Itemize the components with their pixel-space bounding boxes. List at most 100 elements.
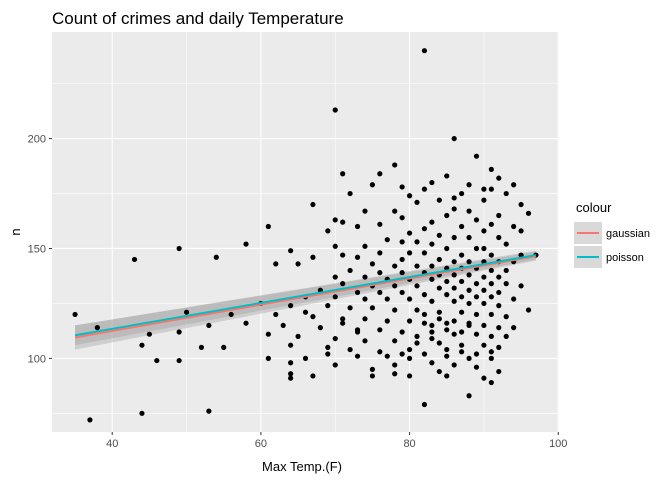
data-point <box>488 267 494 274</box>
data-point <box>444 212 450 219</box>
fit-line-gaussian <box>74 255 537 339</box>
data-point <box>459 342 465 348</box>
data-point <box>392 362 398 368</box>
data-point <box>265 331 271 337</box>
data-point <box>436 309 442 315</box>
data-point <box>399 239 405 245</box>
data-point <box>354 329 361 335</box>
data-point <box>399 215 405 221</box>
data-point <box>414 283 420 289</box>
data-point <box>481 274 487 280</box>
data-point <box>384 353 390 359</box>
data-point <box>473 364 480 370</box>
data-point <box>399 184 405 190</box>
legend-title: colour <box>576 200 612 215</box>
data-point <box>511 296 517 302</box>
data-point <box>377 171 383 177</box>
data-point <box>139 410 145 416</box>
data-point <box>176 357 182 364</box>
data-point <box>473 311 480 318</box>
data-point <box>503 190 509 197</box>
data-point <box>362 274 368 280</box>
data-point <box>481 375 487 381</box>
data-point <box>183 309 190 315</box>
data-point <box>421 351 428 357</box>
data-point <box>451 234 457 241</box>
data-point <box>288 375 294 381</box>
y-tick-label: 200 <box>28 134 46 146</box>
legend-label-poisson: poisson <box>606 252 644 264</box>
data-point <box>481 186 487 192</box>
data-point <box>481 287 487 293</box>
data-point <box>288 303 294 309</box>
data-point <box>414 333 420 339</box>
x-tick-label: 100 <box>549 438 567 450</box>
data-point <box>139 342 145 348</box>
data-point <box>451 285 457 291</box>
data-point <box>243 241 249 247</box>
data-point <box>481 300 487 307</box>
data-point <box>406 230 413 236</box>
data-point <box>406 346 413 353</box>
data-point <box>288 360 294 366</box>
data-point <box>429 335 435 342</box>
data-point <box>94 325 100 331</box>
data-point <box>414 340 420 346</box>
data-point <box>466 259 472 265</box>
data-point <box>473 245 480 252</box>
data-point <box>503 314 509 320</box>
data-point <box>302 355 309 361</box>
data-point <box>511 223 517 230</box>
data-point <box>325 351 331 357</box>
data-point <box>325 344 331 350</box>
data-point <box>176 245 182 252</box>
data-point <box>399 256 405 263</box>
data-point <box>429 360 435 366</box>
data-point <box>459 223 465 230</box>
legend: colour gaussian poisson <box>574 200 650 268</box>
data-point <box>511 325 517 331</box>
data-point <box>466 208 472 214</box>
data-point <box>488 186 494 192</box>
data-point <box>451 195 457 201</box>
data-point <box>340 252 346 258</box>
data-point <box>406 373 413 379</box>
data-point <box>317 325 323 331</box>
data-point <box>354 254 361 260</box>
data-point <box>310 373 316 379</box>
data-point <box>392 208 398 214</box>
data-point <box>288 248 294 254</box>
data-point <box>525 307 532 313</box>
data-point <box>511 182 517 188</box>
data-point <box>421 311 428 318</box>
data-point <box>444 346 450 353</box>
data-point <box>496 289 502 296</box>
data-point <box>377 349 383 355</box>
data-point <box>406 250 413 256</box>
data-point <box>354 353 361 359</box>
data-point <box>496 325 502 331</box>
data-point <box>473 331 480 337</box>
data-point <box>429 179 435 186</box>
data-point <box>496 344 502 350</box>
data-point <box>384 237 390 243</box>
data-point <box>473 217 480 223</box>
data-point <box>451 331 457 337</box>
data-point <box>392 263 398 269</box>
data-point <box>466 287 472 293</box>
data-point <box>473 351 480 357</box>
data-point <box>451 259 457 265</box>
data-point <box>154 357 160 364</box>
data-point <box>295 261 301 267</box>
data-point <box>481 228 487 234</box>
data-point <box>406 193 413 199</box>
data-point <box>265 223 271 230</box>
data-point <box>288 342 294 348</box>
data-point <box>325 303 331 309</box>
data-point <box>362 208 368 214</box>
data-point <box>488 333 494 339</box>
data-point <box>213 254 219 260</box>
data-point <box>473 294 480 300</box>
data-point <box>444 173 450 179</box>
scatter-points <box>72 48 539 423</box>
